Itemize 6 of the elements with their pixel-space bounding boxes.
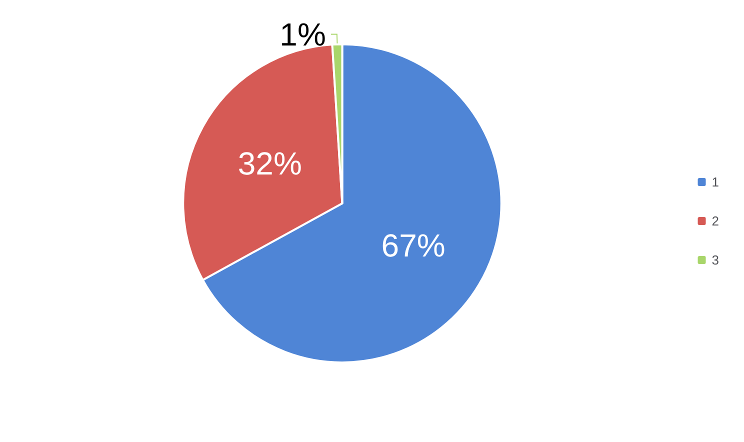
legend-label: 2 [712, 214, 720, 228]
data-label: 67% [381, 227, 446, 264]
data-label: 1% [280, 16, 326, 52]
legend-label: 3 [712, 252, 720, 268]
legend-label: 1 [712, 174, 720, 190]
data-label: 32% [238, 146, 302, 182]
